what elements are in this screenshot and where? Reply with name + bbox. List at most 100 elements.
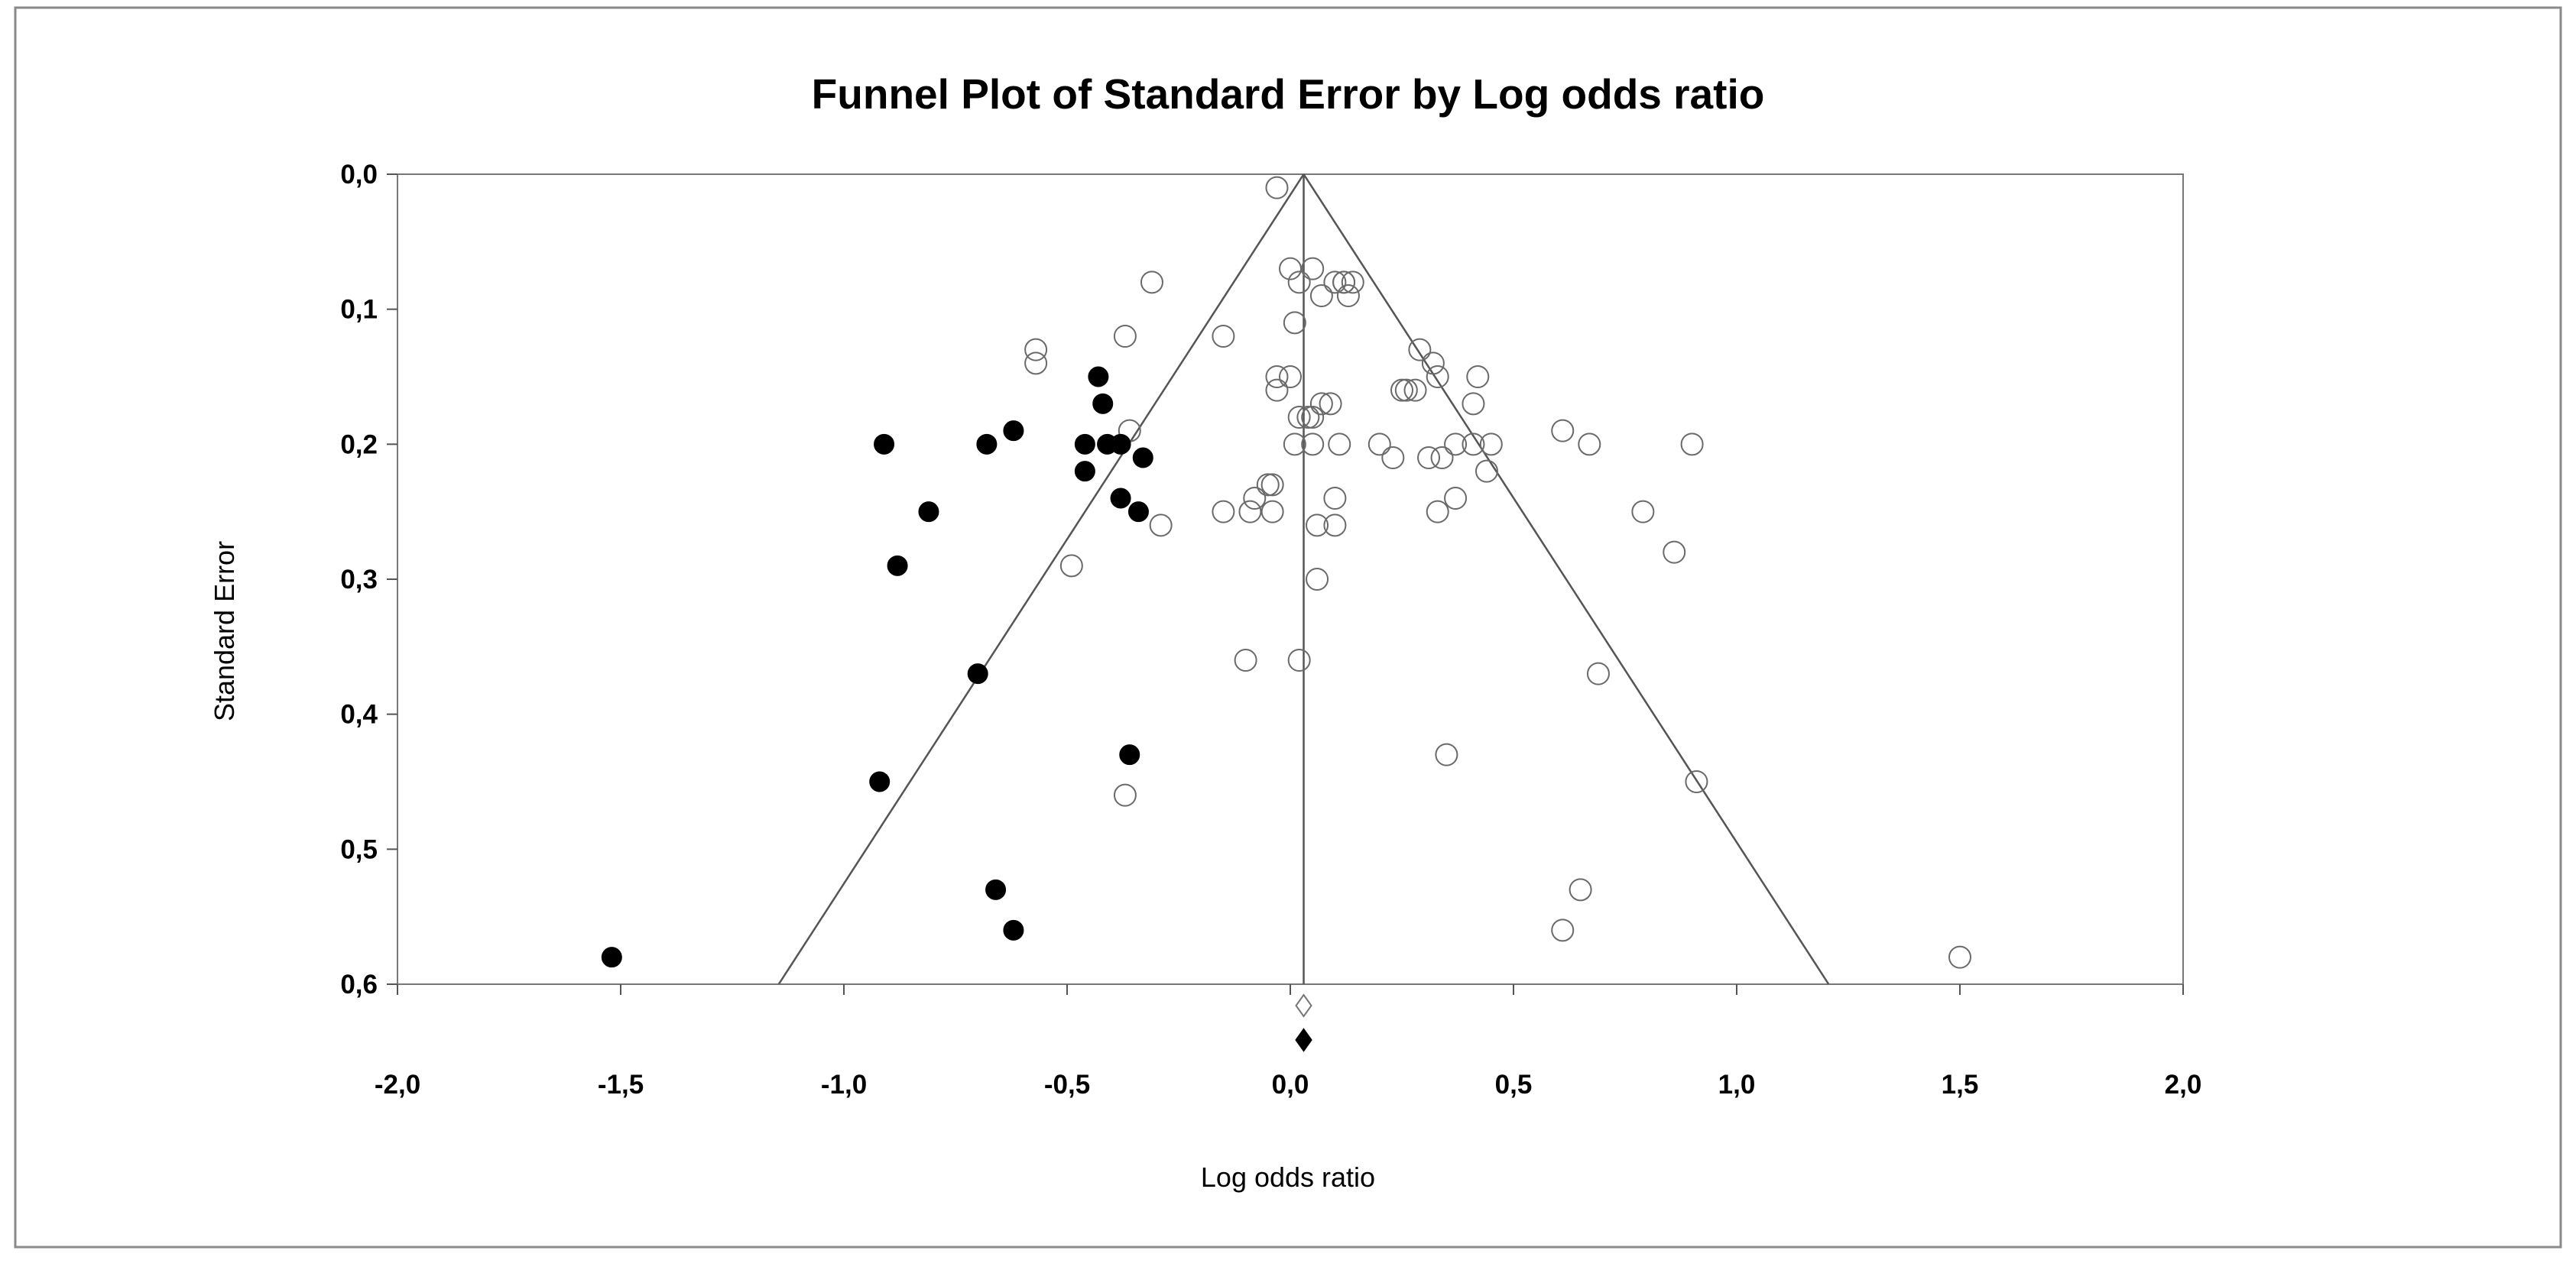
observed-study-point <box>1403 378 1427 402</box>
observed-study-point <box>1948 945 1971 969</box>
observed-study-point <box>1663 540 1686 564</box>
observed-study-point <box>1381 446 1405 469</box>
observed-study-point <box>1578 433 1601 456</box>
x-tick-label: 1,0 <box>1718 1070 1756 1100</box>
imputed-study-point <box>869 771 891 792</box>
observed-study-point <box>1301 257 1325 280</box>
observed-summary-diamond <box>1295 993 1312 1018</box>
imputed-study-point <box>1110 488 1131 509</box>
imputed-study-point <box>1127 501 1149 523</box>
imputed-study-point <box>1074 433 1095 455</box>
observed-study-point <box>1265 365 1289 388</box>
observed-study-point <box>1256 473 1280 497</box>
imputed-study-point <box>1092 393 1114 414</box>
imputed-study-point <box>1088 366 1109 387</box>
observed-study-point <box>1323 271 1347 294</box>
funnel-right-limit <box>1303 173 1830 985</box>
observed-study-point <box>1323 487 1347 510</box>
x-tick-label: -1,5 <box>598 1070 644 1100</box>
observed-study-point <box>1390 378 1413 402</box>
imputed-study-point <box>887 555 908 576</box>
observed-study-point <box>1586 662 1610 685</box>
plot-area <box>397 173 2184 985</box>
imputed-study-point <box>1074 461 1095 482</box>
observed-study-point <box>1024 338 1048 361</box>
observed-study-point <box>1301 406 1325 429</box>
observed-study-point <box>1287 649 1311 672</box>
observed-study-point <box>1444 487 1468 510</box>
x-tick-label: -0,5 <box>1044 1070 1090 1100</box>
observed-study-point <box>1149 514 1173 537</box>
funnel-left-limit <box>777 173 1305 985</box>
x-tick-label: 0,0 <box>1272 1070 1309 1100</box>
x-tick-label: 2,0 <box>2165 1070 2202 1100</box>
imputed-study-point <box>918 501 939 523</box>
observed-study-point <box>1212 500 1235 523</box>
imputed-study-point <box>1003 420 1024 442</box>
observed-study-point <box>1265 176 1289 199</box>
observed-study-point <box>1212 325 1235 348</box>
data-points <box>601 176 1971 969</box>
observed-study-point <box>1479 433 1503 456</box>
observed-study-point <box>1024 352 1048 375</box>
imputed-study-point <box>985 879 1007 900</box>
observed-study-point <box>1260 473 1284 497</box>
observed-study-point <box>1140 271 1163 294</box>
observed-study-point <box>1296 406 1320 429</box>
x-axis-ticks: -2,0 -1,5 -1,0 -0,5 0,0 0,5 1,0 1,5 2,0 <box>375 984 2201 1100</box>
y-tick-label: 0,0 <box>340 160 378 190</box>
imputed-study-point <box>1003 919 1024 941</box>
observed-study-point <box>1680 433 1704 456</box>
observed-study-point <box>1551 419 1575 442</box>
observed-study-point <box>1408 338 1432 361</box>
x-tick-label: -1,0 <box>821 1070 867 1100</box>
observed-study-point <box>1475 459 1498 483</box>
imputed-study-point <box>967 663 988 685</box>
observed-study-point <box>1260 500 1284 523</box>
chart-title: Funnel Plot of Standard Error by Log odd… <box>812 70 1765 118</box>
imputed-study-point <box>874 433 895 455</box>
observed-study-point <box>1059 554 1083 578</box>
observed-study-point <box>1309 284 1333 307</box>
imputed-summary-diamond <box>1295 1028 1312 1052</box>
imputed-study-point <box>976 433 998 455</box>
observed-study-point <box>1462 392 1485 416</box>
observed-study-point <box>1426 365 1449 388</box>
funnel-lines <box>777 173 1830 985</box>
observed-study-point <box>1301 433 1325 456</box>
imputed-study-point <box>1110 433 1131 455</box>
observed-study-point <box>1113 325 1137 348</box>
observed-study-point <box>1336 284 1360 307</box>
observed-study-point <box>1265 378 1289 402</box>
observed-study-point <box>1631 500 1655 523</box>
y-axis-label: Standard Error <box>209 541 240 721</box>
observed-study-point <box>1394 378 1418 402</box>
y-tick-label: 0,6 <box>340 970 378 999</box>
x-tick-label: 1,5 <box>1942 1070 1979 1100</box>
imputed-study-point <box>601 947 622 968</box>
x-tick-label: -2,0 <box>375 1070 420 1100</box>
observed-study-point <box>1306 514 1329 537</box>
summary-estimates <box>1295 993 1312 1052</box>
imputed-study-point <box>1119 744 1140 766</box>
observed-study-point <box>1569 878 1592 902</box>
observed-study-point <box>1444 433 1468 456</box>
observed-study-point <box>1341 271 1364 294</box>
x-tick-label: 0,5 <box>1495 1070 1533 1100</box>
observed-study-point <box>1279 365 1302 388</box>
x-axis-label: Log odds ratio <box>1201 1161 1375 1193</box>
observed-study-point <box>1283 311 1306 335</box>
observed-study-point <box>1309 392 1333 416</box>
observed-study-point <box>1234 649 1257 672</box>
y-tick-label: 0,3 <box>340 565 378 595</box>
observed-study-point <box>1306 568 1329 591</box>
y-axis-ticks: 0,0 0,1 0,2 0,3 0,4 0,5 0,6 <box>340 160 397 999</box>
imputed-study-point <box>1132 447 1153 468</box>
observed-study-point <box>1466 365 1490 388</box>
y-tick-label: 0,1 <box>340 295 378 325</box>
observed-study-point <box>1113 783 1137 807</box>
observed-study-point <box>1243 487 1267 510</box>
observed-study-point <box>1367 433 1391 456</box>
observed-study-point <box>1551 918 1575 942</box>
